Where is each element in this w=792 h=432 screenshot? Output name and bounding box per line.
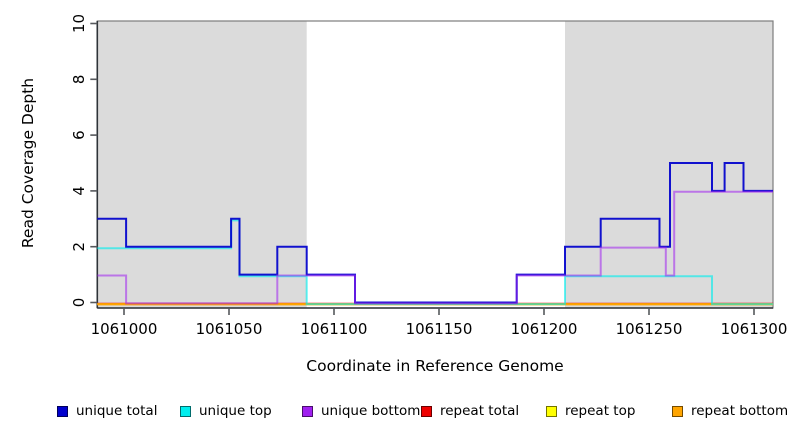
y-tick-label: 4 (70, 186, 88, 196)
legend-label: repeat top (565, 403, 636, 419)
legend-label: unique top (199, 403, 272, 419)
x-tick-label: 1061300 (721, 320, 788, 338)
plot-area: 0 2 4 6 8 10 1061000 1061050 1061100 1061150 10612… (70, 14, 787, 338)
y-axis-title: Read Coverage Depth (19, 78, 37, 248)
x-tick-label: 1061100 (301, 320, 368, 338)
shaded-region (565, 21, 773, 308)
legend-label: repeat bottom (691, 403, 789, 419)
legend-item-repeat-total: repeat total (421, 399, 519, 423)
legend-item-unique-total: unique total (57, 399, 157, 423)
shaded-region (97, 21, 307, 308)
legend-item-repeat-top: repeat top (546, 399, 635, 423)
legend-swatch-icon (672, 405, 683, 417)
series-line-unique-bottom (97, 190, 773, 305)
legend-swatch-icon (180, 405, 191, 417)
legend-swatch-icon (421, 405, 432, 417)
legend-item-unique-bottom: unique bottom (302, 399, 420, 423)
legend-swatch-icon (546, 405, 557, 417)
x-tick-label: 1061150 (406, 320, 473, 338)
x-axis-title: Coordinate in Reference Genome (306, 357, 563, 375)
x-tick-label: 1061050 (196, 320, 263, 338)
y-tick-label: 0 (70, 298, 88, 308)
y-tick-label: 8 (70, 75, 88, 85)
legend: unique total unique top unique bottom repea… (0, 399, 792, 425)
legend-label: unique total (76, 403, 158, 419)
legend-item-unique-top: unique top (180, 399, 272, 423)
y-tick-label: 6 (70, 130, 88, 140)
y-tick-label: 10 (70, 14, 88, 33)
x-tick-label: 1061250 (616, 320, 683, 338)
legend-item-repeat-bottom: repeat bottom (672, 399, 788, 423)
x-tick-label: 1061000 (91, 320, 158, 338)
legend-swatch-icon (302, 405, 313, 417)
x-tick-label: 1061200 (511, 320, 578, 338)
legend-swatch-icon (57, 405, 68, 417)
coverage-plot: 0 2 4 6 8 10 1061000 1061050 1061100 1061150 10612… (19, 14, 787, 375)
y-tick-label: 2 (70, 242, 88, 252)
legend-label: unique bottom (321, 403, 421, 419)
legend-label: repeat total (440, 403, 520, 419)
